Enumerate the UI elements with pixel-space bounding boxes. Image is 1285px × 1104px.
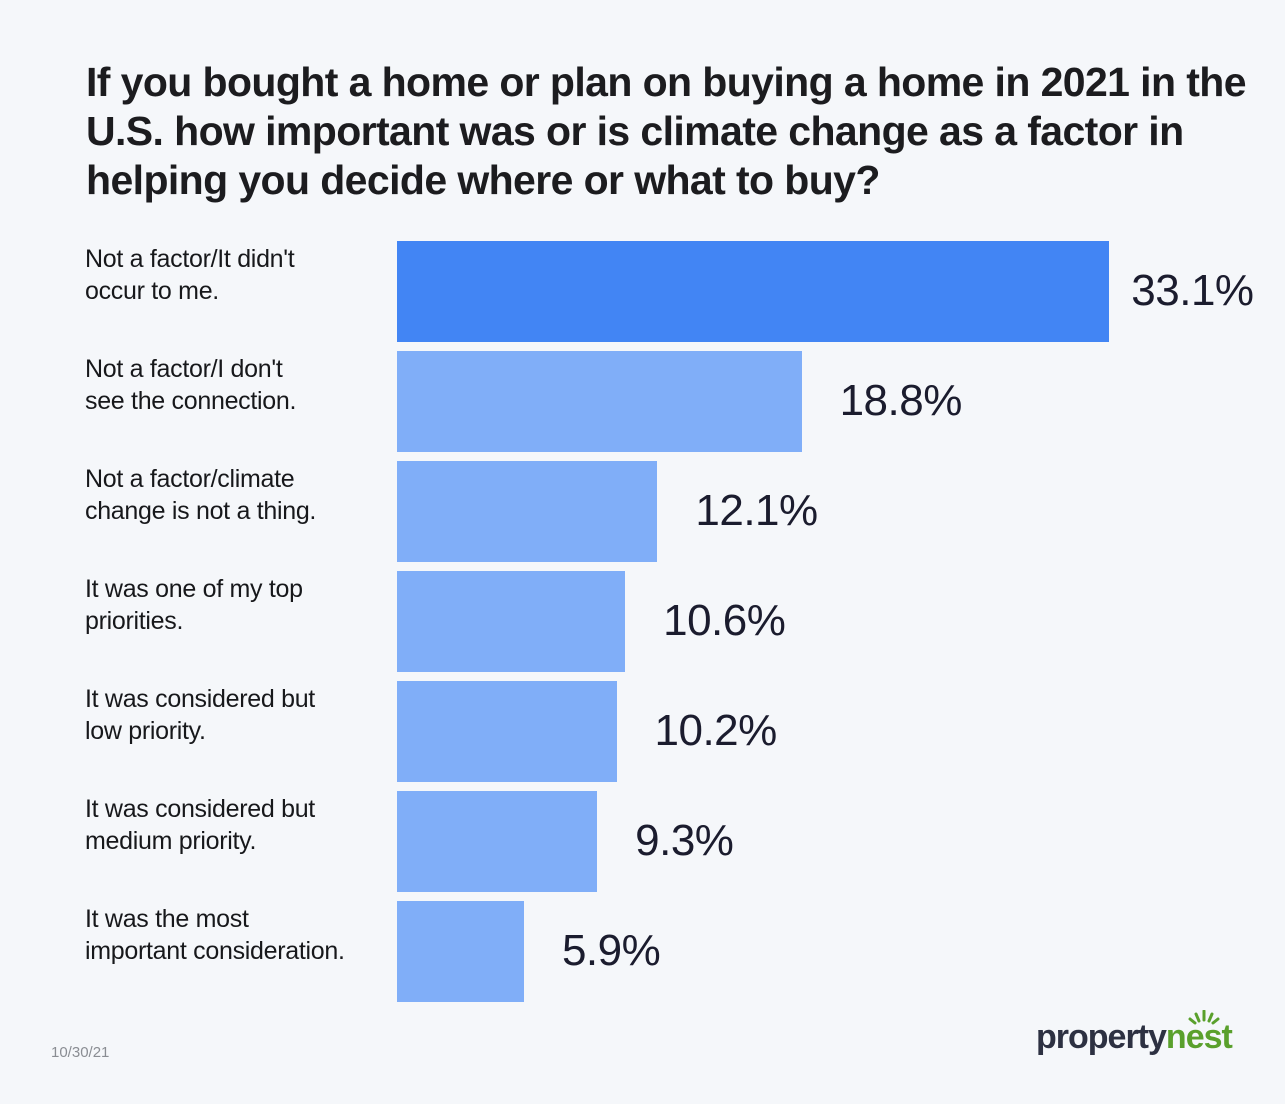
bar-row: Not a factor/I don't see the connection.… [0,351,1285,452]
bar [397,241,1110,342]
date-stamp: 10/30/21 [51,1044,110,1061]
bar-row: It was the most important consideration.… [0,901,1285,1002]
logo-text-property: property [1036,1018,1167,1056]
bar [397,461,658,562]
bar [397,681,617,782]
category-label: It was considered but low priority. [85,685,315,745]
bar [397,901,524,1002]
bar-row: It was one of my top priorities. 10.6% [0,571,1285,672]
sprout-icon [1188,1010,1220,1025]
logo-text-nest: nest [1165,1010,1233,1056]
logo-text-nest-label: nest [1165,1018,1233,1056]
bar-row: It was considered but medium priority. 9.… [0,791,1285,892]
category-label: It was considered but medium priority. [85,795,315,855]
bar-row: Not a factor/It didn't occur to me. 33.1% [0,241,1285,342]
value-label: 18.8% [839,376,963,425]
value-label: 10.6% [663,596,786,645]
value-label: 12.1% [695,486,818,535]
bar [397,351,802,452]
category-label: It was the most important consideration. [85,905,345,965]
bar-row: It was considered but low priority. 10.2% [0,681,1285,782]
value-label: 9.3% [635,816,734,865]
category-label: It was one of my top priorities. [85,575,303,635]
category-label: Not a factor/climate change is not a thi… [85,465,317,525]
bar [397,571,626,672]
propertynest-logo: property nest [1036,1010,1233,1068]
category-label: Not a factor/I don't see the connection. [85,355,297,415]
value-label: 10.2% [654,706,778,755]
chart-title: If you bought a home or plan on buying a… [86,59,1247,203]
bar-row: Not a factor/climate change is not a thi… [0,461,1285,562]
value-label: 33.1% [1131,266,1254,315]
category-label: Not a factor/It didn't occur to me. [85,245,295,305]
value-label: 5.9% [561,926,661,975]
bar [397,791,598,892]
